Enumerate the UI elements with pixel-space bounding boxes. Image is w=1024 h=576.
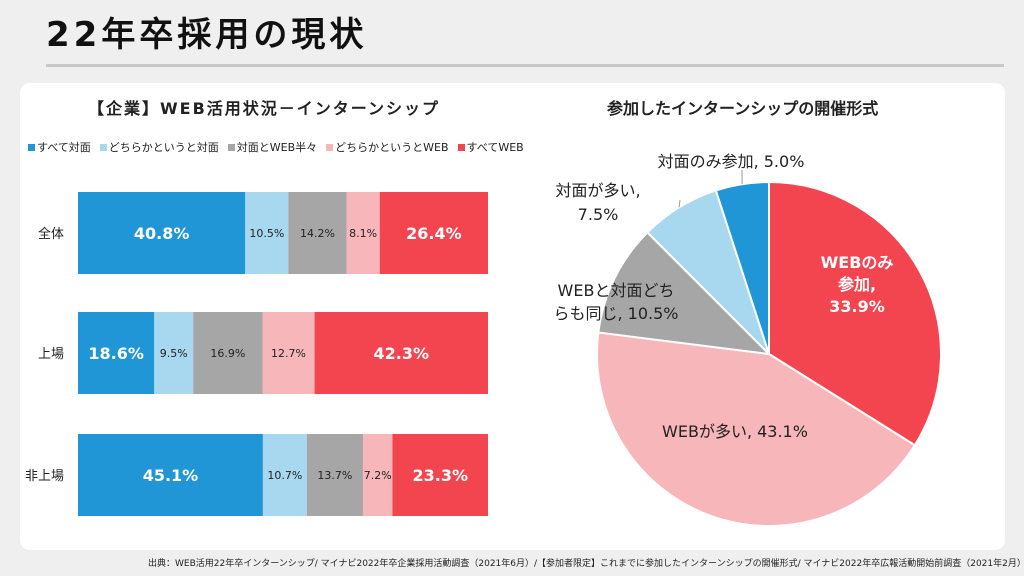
legend-swatch: [28, 143, 35, 151]
pie-data-label-line: 7.5%: [578, 205, 619, 224]
bar-segment: [362, 434, 393, 516]
page-title: 22年卒採用の現状: [46, 15, 368, 55]
bar-segment: [78, 312, 155, 394]
pie-data-label-line: WEBが多い, 43.1%: [662, 422, 808, 441]
legend-item: どちらかというとWEB: [326, 139, 449, 155]
bar-segment: [346, 192, 380, 274]
pie-data-label: WEBのみ参加, 33.9%: [821, 253, 894, 316]
bar-segment: [78, 192, 246, 274]
data-label: 42.3%: [374, 344, 430, 363]
data-label: 10.7%: [267, 469, 302, 482]
data-label: 12.7%: [271, 347, 306, 360]
bar-segment: [392, 434, 488, 516]
pie-data-label: 対面のみ参加, 5.0%: [658, 152, 805, 171]
bar-segment: [154, 312, 194, 394]
legend-label: すべてWEB: [466, 141, 524, 154]
data-label: 40.8%: [134, 224, 190, 243]
legend-label: どちらかというと対面: [108, 141, 219, 154]
data-label: 14.2%: [300, 227, 335, 240]
title-divider: [46, 64, 1004, 67]
data-label: 45.1%: [143, 466, 199, 485]
bar-segment: [314, 312, 488, 394]
bar-segment: [193, 312, 263, 394]
bar-segment: [78, 434, 263, 516]
pie-data-label-line: 対面のみ参加, 5.0%: [658, 152, 805, 171]
legend-item: すべて対面: [28, 139, 91, 155]
legend-label: すべて対面: [37, 141, 91, 154]
pie-data-label-line: 参加,: [838, 275, 876, 294]
pie-slice: [768, 180, 942, 447]
pie-data-label-line: WEBと対面どち: [558, 281, 675, 300]
bar-segment: [288, 192, 347, 274]
category-label: 上場: [38, 347, 64, 362]
bar-segment: [379, 192, 488, 274]
bar-segment: [245, 192, 289, 274]
pie-data-label-line: らも同じ, 10.5%: [553, 304, 678, 323]
pie-data-label-line: 対面が多い,: [555, 181, 640, 200]
pie-data-label-line: WEBのみ: [821, 253, 894, 272]
pie-data-label: WEBと対面どちらも同じ, 10.5%: [553, 281, 678, 323]
legend-item: すべてWEB: [457, 139, 524, 155]
legend-item: どちらかというと対面: [99, 139, 219, 155]
leader-line: [678, 199, 681, 208]
pie-slice: [597, 230, 772, 356]
pie-data-label-line: 33.9%: [829, 297, 885, 316]
legend-label: どちらかというとWEB: [335, 141, 449, 154]
pie-slice: [596, 331, 917, 527]
legend-swatch: [457, 143, 465, 151]
pie-chart-title: 参加したインターンシップの開催形式: [607, 99, 879, 118]
legend-label: 対面とWEB半々: [236, 141, 318, 154]
category-label: 非上場: [25, 469, 64, 484]
data-label: 9.5%: [160, 347, 188, 360]
data-label: 7.2%: [364, 469, 392, 482]
legend-swatch: [99, 143, 107, 151]
legend-item: 対面とWEB半々: [227, 139, 318, 155]
data-label: 18.6%: [88, 344, 144, 363]
data-label: 10.5%: [249, 227, 284, 240]
pie-data-label: 対面が多い, 7.5%: [555, 181, 640, 224]
stacked-bar-chart: 全体 40.8% 10.5% 14.2% 8.1% 26.4% 上場 18.6% 9.5% 16.…: [25, 192, 488, 516]
bar-chart-legend: すべて対面 どちらかというと対面 対面とWEB半々 どちらかというとWEB すべてWEB: [28, 139, 524, 155]
bar-segment: [262, 434, 307, 516]
data-label: 26.4%: [406, 224, 462, 243]
data-label: 23.3%: [412, 466, 468, 485]
bar-segment: [262, 312, 315, 394]
legend-swatch: [227, 143, 235, 151]
data-label: 16.9%: [210, 347, 245, 360]
legend-swatch: [326, 143, 334, 151]
bar-segment: [306, 434, 363, 516]
source-note: 出典：WEB活用22年卒インターンシップ/ マイナビ2022年卒企業採用活動調査…: [148, 559, 1024, 569]
data-label: 8.1%: [349, 227, 377, 240]
data-label: 13.7%: [317, 469, 352, 482]
pie-slice: [714, 180, 770, 355]
pie-data-label: WEBが多い, 43.1%: [662, 422, 808, 441]
bar-chart-title: 【企業】WEB活用状況－インターンシップ: [88, 99, 440, 118]
category-label: 全体: [38, 226, 64, 242]
